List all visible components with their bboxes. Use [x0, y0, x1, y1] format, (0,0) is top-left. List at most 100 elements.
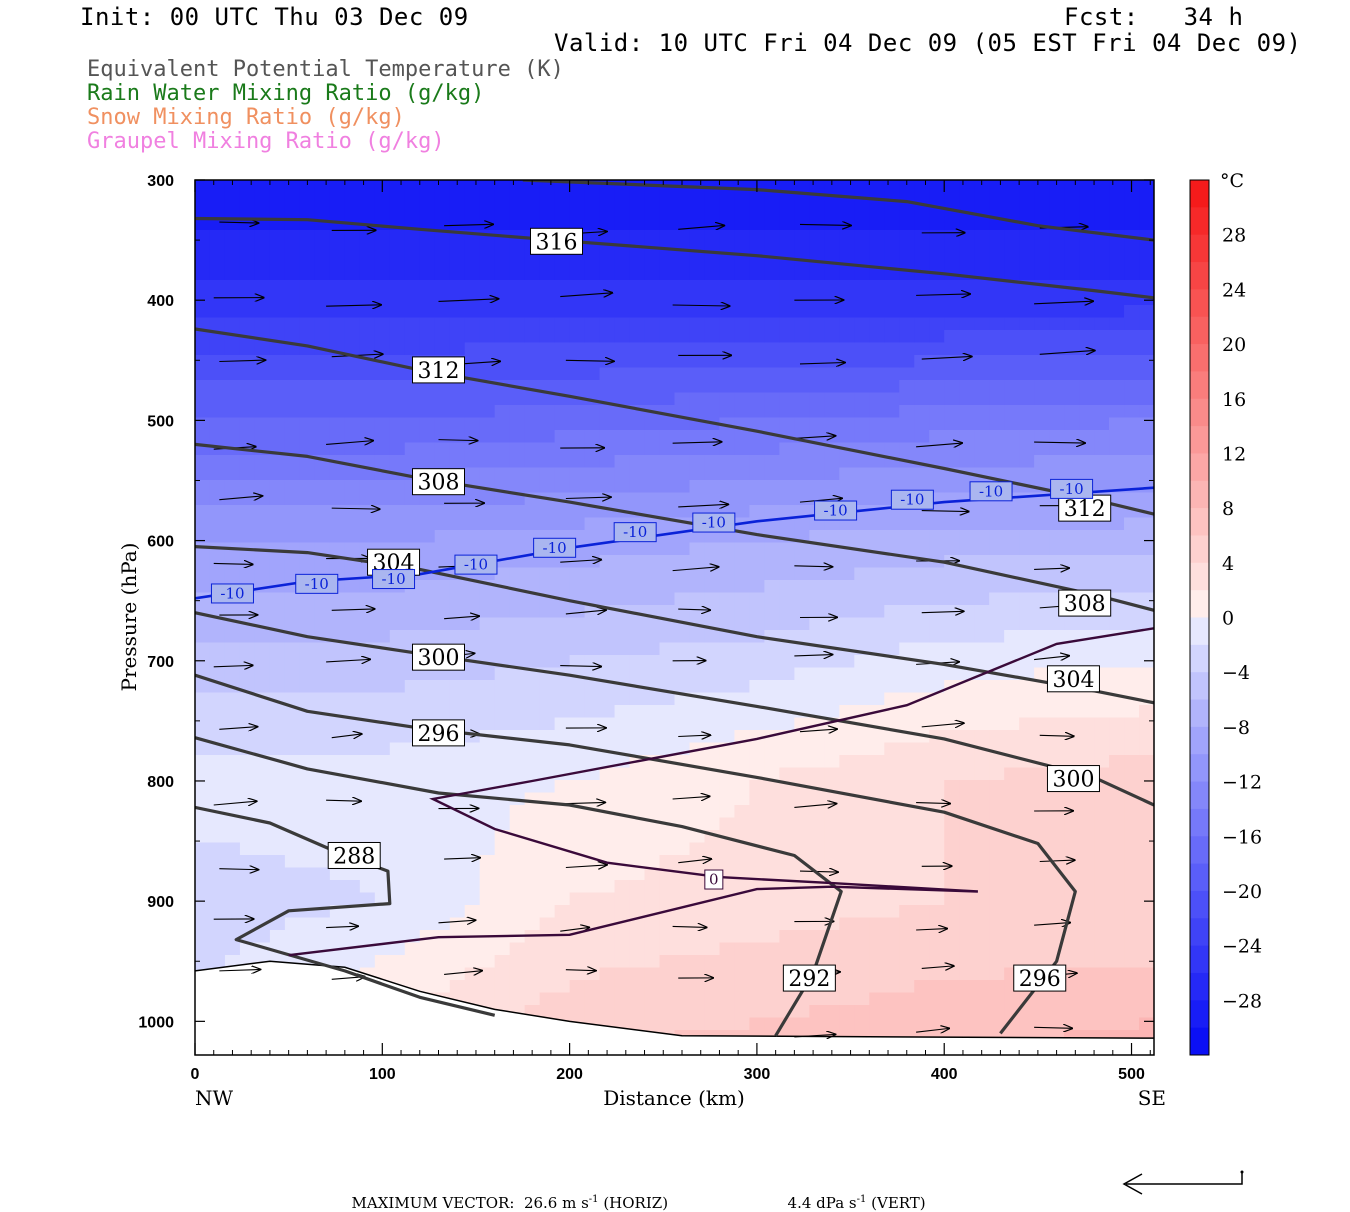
- temperature-cell: [764, 218, 780, 231]
- temperature-cell: [884, 443, 900, 456]
- temperature-cell: [315, 255, 331, 268]
- temperature-cell: [794, 343, 810, 356]
- temperature-cell: [420, 555, 436, 568]
- temperature-cell: [989, 943, 1005, 956]
- temperature-cell: [480, 180, 496, 193]
- temperature-cell: [989, 518, 1005, 531]
- temperature-cell: [1109, 443, 1125, 456]
- temperature-cell: [375, 330, 391, 343]
- temperature-cell: [375, 393, 391, 406]
- temperature-cell: [555, 705, 571, 718]
- temperature-cell: [360, 930, 376, 943]
- temperature-cell: [899, 1005, 915, 1018]
- temperature-cell: [839, 618, 855, 631]
- temperature-cell: [585, 480, 601, 493]
- temperature-cell: [689, 993, 705, 1006]
- temperature-cell: [1124, 868, 1140, 881]
- temperature-cell: [884, 355, 900, 368]
- temperature-cell: [824, 230, 840, 243]
- temperature-cell: [704, 780, 720, 793]
- temperature-cell: [854, 893, 870, 906]
- temperature-cell: [1004, 180, 1020, 193]
- temperature-cell: [989, 343, 1005, 356]
- temperature-cell: [600, 830, 616, 843]
- temperature-cell: [974, 793, 990, 806]
- temperature-cell: [1124, 755, 1140, 768]
- temperature-cell: [210, 205, 226, 218]
- temperature-cell: [839, 1018, 855, 1031]
- temperature-cell: [390, 730, 406, 743]
- temperature-cell: [510, 243, 526, 256]
- temperature-cell: [300, 280, 316, 293]
- temperature-cell: [300, 305, 316, 318]
- temperature-cell: [764, 393, 780, 406]
- temperature-cell: [435, 868, 451, 881]
- temperature-cell: [510, 843, 526, 856]
- temperature-cell: [660, 955, 676, 968]
- temperature-cell: [510, 193, 526, 206]
- temperature-cell: [525, 355, 541, 368]
- temperature-cell: [1004, 855, 1020, 868]
- temperature-cell: [510, 205, 526, 218]
- temperature-cell: [884, 743, 900, 756]
- temperature-cell: [1124, 330, 1140, 343]
- temperature-cell: [360, 343, 376, 356]
- temperature-cell: [989, 455, 1005, 468]
- temperature-cell: [809, 380, 825, 393]
- temperature-cell: [1004, 868, 1020, 881]
- temperature-cell: [570, 730, 586, 743]
- temperature-cell: [779, 368, 795, 381]
- temperature-cell: [944, 393, 960, 406]
- temperature-cell: [1109, 880, 1125, 893]
- temperature-cell: [195, 780, 211, 793]
- temperature-cell: [525, 255, 541, 268]
- temperature-cell: [929, 580, 945, 593]
- temperature-cell: [944, 705, 960, 718]
- temperature-cell: [1034, 893, 1050, 906]
- temperature-cell: [989, 930, 1005, 943]
- temperature-cell: [929, 218, 945, 231]
- temperature-cell: [330, 743, 346, 756]
- temperature-cell: [645, 955, 661, 968]
- temperature-cell: [1094, 268, 1110, 281]
- temperature-cell: [645, 305, 661, 318]
- colorbar-segment: [1190, 262, 1209, 290]
- temperature-cell: [435, 980, 451, 993]
- temperature-cell: [1034, 868, 1050, 881]
- temperature-cell: [555, 505, 571, 518]
- temperature-cell: [899, 443, 915, 456]
- temperature-cell: [525, 330, 541, 343]
- temperature-cell: [689, 293, 705, 306]
- temperature-cell: [989, 680, 1005, 693]
- temperature-cell: [794, 368, 810, 381]
- temperature-cell: [615, 193, 631, 206]
- temperature-cell: [225, 380, 241, 393]
- temperature-cell: [375, 430, 391, 443]
- temperature-cell: [899, 893, 915, 906]
- temperature-cell: [285, 605, 301, 618]
- temperature-cell: [420, 430, 436, 443]
- temperature-cell: [1094, 443, 1110, 456]
- temperature-cell: [285, 505, 301, 518]
- temperature-cell: [1064, 393, 1080, 406]
- temperature-cell: [645, 593, 661, 606]
- temperature-cell: [525, 968, 541, 981]
- temperature-cell: [1019, 255, 1035, 268]
- temperature-cell: [1109, 393, 1125, 406]
- temperature-cell: [615, 893, 631, 906]
- temperature-cell: [989, 543, 1005, 556]
- temperature-cell: [675, 980, 691, 993]
- temperature-cell: [510, 743, 526, 756]
- temperature-cell: [240, 855, 256, 868]
- temperature-cell: [615, 180, 631, 193]
- temperature-cell: [704, 543, 720, 556]
- temperature-cell: [989, 718, 1005, 731]
- temperature-cell: [974, 593, 990, 606]
- temperature-cell: [1049, 818, 1065, 831]
- temperature-cell: [495, 543, 511, 556]
- temperature-cell: [480, 205, 496, 218]
- temperature-cell: [1019, 930, 1035, 943]
- temperature-cell: [1139, 405, 1155, 418]
- temperature-cell: [315, 368, 331, 381]
- temperature-cell: [270, 180, 286, 193]
